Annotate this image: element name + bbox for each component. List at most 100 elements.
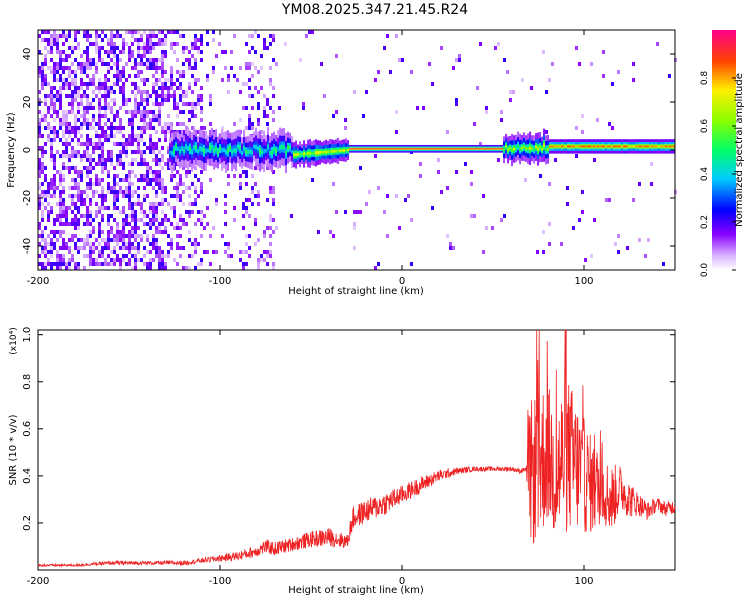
spectrogram-cell [50, 254, 53, 258]
spectrogram-cell [152, 58, 155, 62]
spectrogram-cell [206, 42, 209, 46]
signal-band-slice [527, 146, 530, 151]
spectrogram-cell [59, 218, 62, 222]
spectrogram-cell [311, 30, 314, 34]
spectrogram-cell [143, 262, 146, 266]
spectrogram-cell [176, 58, 179, 62]
spectrogram-cell [98, 242, 101, 246]
spectrogram-cell [41, 70, 44, 74]
spectrogram-cell [86, 126, 89, 130]
spectrogram-cell [44, 226, 47, 230]
spectrogram-cell [110, 214, 113, 218]
spectrogram-cell [272, 38, 275, 42]
spectrogram-cell [245, 234, 248, 238]
spectrogram-cell [248, 254, 251, 258]
signal-band-slice [663, 145, 666, 148]
signal-band-slice [405, 148, 408, 150]
spectrogram-cell [134, 94, 137, 98]
signal-band-slice [185, 144, 188, 150]
spectrogram-cell [77, 130, 80, 134]
spectrogram-cell [77, 210, 80, 214]
spectrogram-cell [89, 218, 92, 222]
spectrogram-cell [74, 114, 77, 118]
spectrogram-cell [53, 110, 56, 114]
spectrogram-cell [50, 138, 53, 142]
spectrogram-cell [161, 266, 164, 270]
spectrogram-cell [257, 122, 260, 126]
signal-band-slice [275, 149, 278, 154]
signal-band-slice [653, 145, 656, 148]
spectrogram-cell [179, 226, 182, 230]
spectrogram-cell [71, 138, 74, 142]
spectrogram-cell [77, 186, 80, 190]
spectrogram-cell [167, 86, 170, 90]
spectrogram-cell [83, 202, 86, 206]
spectrogram-cell [95, 214, 98, 218]
spectrogram-cell [134, 210, 137, 214]
spectrogram-cell [134, 30, 137, 34]
spectrogram-cell [131, 182, 134, 186]
spectrogram-cell [74, 154, 77, 158]
spectrogram-cell [122, 258, 125, 262]
spectrogram-cell [458, 58, 461, 62]
spectrogram-cell [194, 106, 197, 110]
spectrogram-cell [41, 78, 44, 82]
signal-band-slice [283, 144, 286, 150]
signal-band-slice [293, 153, 296, 157]
signal-band-slice [617, 145, 620, 148]
spectrogram-cell [50, 238, 53, 242]
spectrogram-cell [161, 154, 164, 158]
spectrogram-cell [128, 230, 131, 234]
spectrogram-cell [86, 118, 89, 122]
spectrogram-cell [83, 238, 86, 242]
spectrogram-cell [140, 62, 143, 66]
spectrogram-cell [140, 118, 143, 122]
spectrogram-cell [245, 170, 248, 174]
spectrogram-cell [107, 66, 110, 70]
spectrogram-cell [164, 198, 167, 202]
spectrogram-cell [101, 146, 104, 150]
spectrogram-cell [131, 122, 134, 126]
spectrogram-cell [125, 98, 128, 102]
spectrogram-cell [125, 154, 128, 158]
spectrogram-cell [200, 186, 203, 190]
spectrogram-cell [269, 214, 272, 218]
spectrogram-cell [77, 106, 80, 110]
spectrogram-cell [83, 214, 86, 218]
spectrogram-cell [617, 250, 620, 254]
spectrogram-cell [95, 162, 98, 166]
spectrogram-cell [209, 262, 212, 266]
spectrogram-cell [200, 34, 203, 38]
spectrogram-cell [65, 94, 68, 98]
spectrogram-cell [182, 70, 185, 74]
spectrogram-cell [164, 54, 167, 58]
spectrogram-cell [89, 170, 92, 174]
spectrogram-cell [107, 138, 110, 142]
spectrogram-cell [119, 230, 122, 234]
spectrogram-cell [254, 218, 257, 222]
spectrogram-cell [89, 78, 92, 82]
spectrogram-cell [53, 178, 56, 182]
spectrogram-cell [152, 62, 155, 66]
spectrogram-cell [170, 206, 173, 210]
spectrogram-cell [182, 202, 185, 206]
spectrogram-cell [131, 206, 134, 210]
spectrogram-cell [128, 206, 131, 210]
spectrogram-cell [395, 194, 398, 198]
spectrogram-cell [245, 182, 248, 186]
spectrogram-cell [77, 170, 80, 174]
spectrogram-cell [194, 222, 197, 226]
spectrogram-cell [170, 194, 173, 198]
signal-band-slice [247, 150, 250, 155]
spectrogram-cell [137, 142, 140, 146]
spectrogram-cell [68, 110, 71, 114]
spectrogram-cell [92, 226, 95, 230]
spectrogram-cell [71, 154, 74, 158]
spectrogram-cell [161, 126, 164, 130]
spectrogram-cell [104, 34, 107, 38]
spectrogram-cell [44, 190, 47, 194]
spectrogram-cell [122, 142, 125, 146]
spectrogram-cell [74, 70, 77, 74]
spectrogram-cell [41, 146, 44, 150]
spectrogram-cell [38, 162, 41, 166]
